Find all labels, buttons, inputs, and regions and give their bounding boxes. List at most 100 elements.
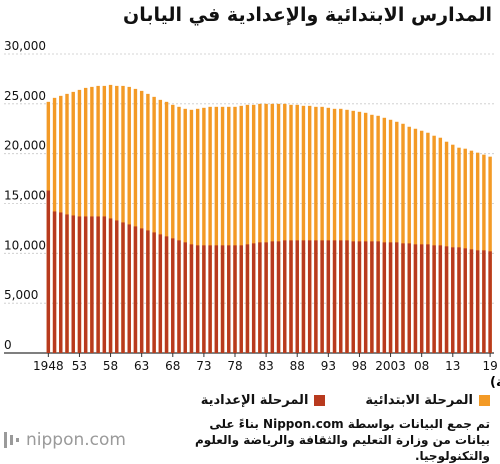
nippon-logo-icon <box>4 432 19 448</box>
bar-secondary <box>388 242 393 353</box>
bar-secondary <box>108 218 113 353</box>
bar-primary <box>139 90 144 354</box>
bar-secondary <box>432 245 436 353</box>
legend-item-primary: المرحلة الابتدائية <box>365 393 490 408</box>
bar-secondary <box>177 240 181 353</box>
bar-secondary <box>171 238 175 353</box>
chart-title: المدارس الابتدائية والإعدادية في اليابان <box>123 4 492 26</box>
bar-secondary <box>189 244 194 353</box>
x-tick-label: 08 <box>414 359 429 373</box>
x-axis-label: (السنة المالية) <box>490 375 500 390</box>
y-tick-label: 25,000 <box>4 89 46 103</box>
bar-secondary <box>314 240 318 353</box>
bar-primary <box>189 109 194 354</box>
y-tick-label: 30,000 <box>4 39 46 53</box>
x-tick-label: 98 <box>352 359 367 373</box>
bar-secondary <box>426 244 430 353</box>
bar-secondary <box>301 240 306 353</box>
bar-secondary <box>251 243 256 353</box>
bar-primary <box>208 106 212 353</box>
bar-secondary <box>482 250 486 353</box>
bar-secondary <box>339 240 343 353</box>
bar-secondary <box>488 251 492 353</box>
bar-primary <box>307 105 312 354</box>
bar-secondary <box>227 245 231 353</box>
bar-primary <box>413 128 418 353</box>
bar-primary <box>326 107 331 353</box>
bar-primary <box>115 85 119 353</box>
legend-label-secondary: المرحلة الإعدادية <box>200 393 309 408</box>
bar-primary <box>227 106 231 353</box>
bar-secondary <box>59 212 63 353</box>
bar-primary <box>127 86 131 353</box>
x-tick-label: 88 <box>290 359 305 373</box>
bar-primary <box>426 132 430 353</box>
bar-primary <box>363 112 368 353</box>
bar-secondary <box>370 241 374 353</box>
legend-swatch-primary <box>479 395 490 406</box>
bar-secondary <box>96 216 100 353</box>
bar-secondary <box>90 216 94 353</box>
bar-secondary <box>307 240 312 353</box>
bar-secondary <box>245 244 250 353</box>
bar-secondary <box>77 216 82 353</box>
bar-secondary <box>46 190 51 353</box>
bar-secondary <box>270 241 275 353</box>
bar-primary <box>401 123 405 354</box>
bar-secondary <box>83 216 88 353</box>
legend-swatch-secondary <box>314 395 326 406</box>
bar-primary <box>376 115 380 353</box>
bar-primary <box>388 119 393 353</box>
bar-primary <box>202 107 206 353</box>
bar-secondary <box>264 242 268 353</box>
bar-primary <box>382 117 387 353</box>
bar-secondary <box>320 240 324 353</box>
x-tick-label: 19 <box>482 359 497 373</box>
bar-primary <box>270 103 275 353</box>
bar-secondary <box>345 240 349 353</box>
bar-primary <box>314 106 318 353</box>
bar-primary <box>320 106 324 353</box>
bars <box>46 84 492 354</box>
bar-secondary <box>332 240 337 353</box>
y-tick-label: 20,000 <box>4 139 46 153</box>
bar-primary <box>214 106 219 353</box>
bar-secondary <box>121 222 125 353</box>
y-tick-label: 10,000 <box>4 238 46 252</box>
bar-secondary <box>127 224 131 353</box>
bar-primary <box>407 126 411 353</box>
bar-primary <box>289 104 293 353</box>
bar-primary <box>370 114 374 354</box>
x-tick-label: 78 <box>227 359 242 373</box>
bar-secondary <box>139 228 144 353</box>
bar-secondary <box>65 214 69 353</box>
x-tick-label: 73 <box>196 359 211 373</box>
bar-primary <box>345 109 349 354</box>
bar-secondary <box>146 230 150 353</box>
bar-secondary <box>438 245 443 353</box>
logo-text: nippon.com <box>26 430 126 450</box>
bar-secondary <box>152 232 156 353</box>
bar-secondary <box>475 250 480 353</box>
bar-secondary <box>158 234 163 353</box>
x-tick-label: 63 <box>134 359 149 373</box>
bar-secondary <box>363 241 368 353</box>
x-tick-label: 83 <box>258 359 273 373</box>
legend-item-secondary: المرحلة الإعدادية <box>201 393 326 408</box>
bar-secondary <box>463 248 467 353</box>
bar-primary <box>133 88 138 353</box>
x-tick-label: 2003 <box>375 359 406 373</box>
bar-secondary <box>395 242 399 353</box>
source-note: تم جمع البيانات بواسطة Nippon.com بناءً … <box>195 417 490 463</box>
bar-secondary <box>376 241 380 353</box>
bar-secondary <box>276 241 281 353</box>
nippon-logo[interactable]: nippon.com <box>4 430 126 450</box>
bar-primary <box>301 105 306 354</box>
bar-secondary <box>407 243 411 353</box>
bar-primary <box>146 93 150 353</box>
bar-primary <box>164 101 169 353</box>
bar-primary <box>152 96 156 354</box>
x-axis-ticks: 1948 53 58 63 68 73 78 83 88 93 98 2003 08 13 19 <box>33 353 498 373</box>
bar-secondary <box>451 247 455 353</box>
bar-primary <box>220 106 225 353</box>
